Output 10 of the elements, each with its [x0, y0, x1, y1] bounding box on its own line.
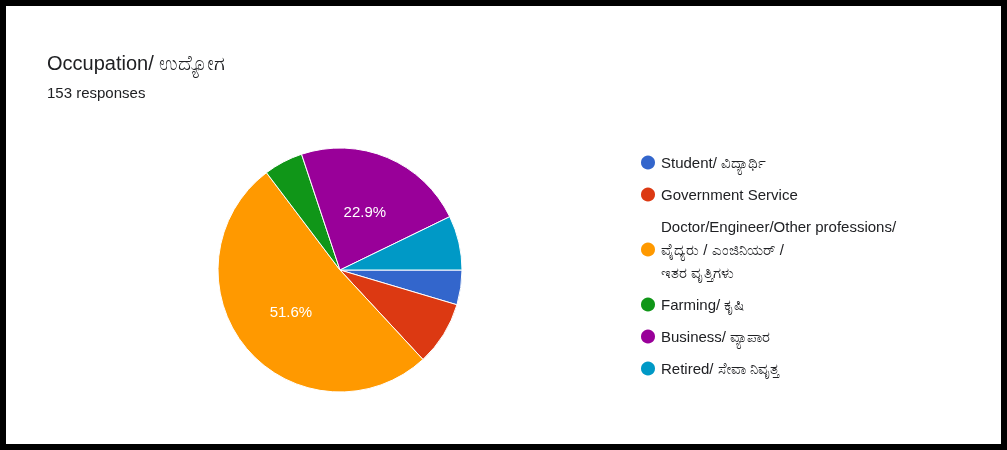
data-label: 22.9% [343, 202, 387, 220]
chart-title: Occupation/ ಉದ್ಯೋಗ [47, 52, 226, 78]
legend-label: Farming/ ಕೃಷಿ [661, 296, 745, 315]
legend-label: Business/ ವ್ಯಾಪಾರ [661, 328, 771, 349]
legend-label: Student/ ವಿದ್ಯಾರ್ಥಿ [661, 154, 767, 175]
data-label: 51.6% [269, 302, 313, 320]
text: 153 responses [47, 84, 146, 101]
legend-label: Doctor/Engineer/Other professions/ ವೈದ್ಯರು / ಎಂಜಿನಿಯರ್ / ಇತರ ವೃತ್ತಿಗಳು [661, 218, 901, 283]
legend-label: Government Service [661, 186, 798, 203]
legend-label: Retired/ ಸೇವಾ ನಿವೃತ್ತ [661, 360, 780, 379]
